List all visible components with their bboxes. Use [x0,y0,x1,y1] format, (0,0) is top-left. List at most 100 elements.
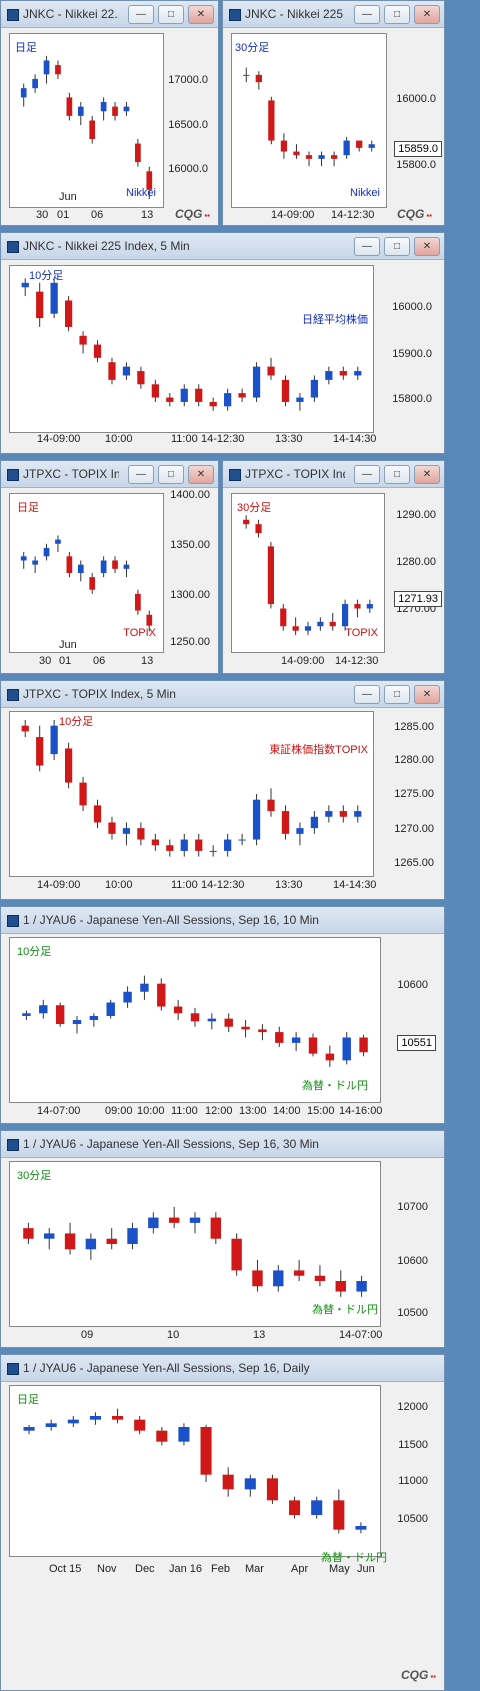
app-icon [229,469,241,481]
window-yen-30min[interactable]: 1 / JYAU6 - Japanese Yen-All Sessions, S… [0,1130,445,1348]
titlebar[interactable]: JNKC - Nikkei 22... — □ ✕ [1,1,218,28]
candle-body [156,1430,168,1442]
app-icon [7,915,19,927]
candle-body [255,524,262,534]
window-topix-daily[interactable]: JTPXC - TOPIX In... — □ ✕ 日足 TOPIX 1400.… [0,460,219,674]
window-topix-30min[interactable]: JTPXC - TOPIX Ind... — □ ✕ 30分足 TOPIX 12… [222,460,445,674]
window-title: JNKC - Nikkei 225 Index, 5 Min [23,239,190,253]
candle-body [151,839,159,846]
candle-body [134,1419,146,1431]
chart-plot[interactable] [9,1385,381,1557]
candle-body [64,300,73,327]
x-tick-label: 12:00 [205,1105,233,1117]
window-title: JTPXC - TOPIX Index, 5 Min [23,687,176,701]
candle-body [241,1026,250,1030]
x-tick-label: 14-12:30 [201,433,245,445]
x-tick-label: 14-09:00 [37,879,81,891]
candle-body [291,1037,301,1043]
candle-body [23,1228,34,1239]
y-tick-label: 1400.00 [170,489,210,501]
candle-body [356,1281,367,1292]
last-price-box: 1271.93 [394,591,442,607]
chart-plot[interactable] [231,33,387,208]
close-button[interactable]: ✕ [414,465,440,484]
y-tick-label: 10500 [397,1513,428,1525]
candle-body [304,626,312,631]
x-tick-label: 13 [253,1329,266,1341]
candlestick-chart [243,67,375,167]
titlebar[interactable]: 1 / JYAU6 - Japanese Yen-All Sessions, S… [1,1355,444,1382]
candle-body [79,335,87,345]
titlebar[interactable]: JTPXC - TOPIX Index, 5 Min — □ ✕ [1,681,444,708]
candle-body [310,816,319,829]
chart-plot[interactable] [9,33,164,208]
close-button[interactable]: ✕ [188,465,214,484]
cqg-logo: CQG [401,1668,436,1682]
candle-body [354,604,361,609]
minimize-button[interactable]: — [354,237,380,256]
candle-body [55,1005,65,1025]
candle-body [137,371,145,385]
candle-body [359,1037,368,1053]
chart-plot[interactable] [9,937,381,1103]
app-icon [7,241,19,253]
candle-body [252,799,261,840]
candle-body [317,621,324,627]
symbol-label: 為替・ドル円 [321,1552,387,1564]
maximize-button[interactable]: □ [384,237,410,256]
close-button[interactable]: ✕ [414,685,440,704]
candle-body [77,564,84,573]
minimize-button[interactable]: — [354,685,380,704]
window-nikkei-30min[interactable]: JNKC - Nikkei 225 ... — □ ✕ 30分足 Nikkei … [222,0,445,226]
window-topix-5min[interactable]: JTPXC - TOPIX Index, 5 Min — □ ✕ 10分足 東証… [0,680,445,900]
titlebar[interactable]: 1 / JYAU6 - Japanese Yen-All Sessions, S… [1,907,444,934]
maximize-button[interactable]: □ [384,685,410,704]
titlebar[interactable]: JNKC - Nikkei 225 ... — □ ✕ [223,1,444,28]
candle-body [342,1037,351,1061]
candle-body [244,1478,256,1490]
candle-body [23,1427,35,1431]
y-tick-label: 16500.0 [168,119,208,131]
chart-plot[interactable] [9,711,374,877]
window-nikkei-daily[interactable]: JNKC - Nikkei 22... — □ ✕ 日足 Nikkei 1700… [0,0,219,226]
minimize-button[interactable]: — [128,5,154,24]
chart-plot[interactable] [9,1161,381,1327]
close-button[interactable]: ✕ [188,5,214,24]
candle-body [45,1423,57,1427]
x-tick-label: 15:00 [307,1105,335,1117]
window-yen-10min[interactable]: 1 / JYAU6 - Japanese Yen-All Sessions, S… [0,906,445,1124]
minimize-button[interactable]: — [354,5,380,24]
titlebar[interactable]: JNKC - Nikkei 225 Index, 5 Min — □ ✕ [1,233,444,260]
chart-plot[interactable] [9,493,164,653]
app-icon [7,1363,19,1375]
minimize-button[interactable]: — [128,465,154,484]
window-yen-daily[interactable]: 1 / JYAU6 - Japanese Yen-All Sessions, S… [0,1354,445,1691]
candlestick-chart [21,278,362,411]
chart-plot[interactable] [9,265,374,433]
last-price-box: 10551 [397,1035,436,1051]
close-button[interactable]: ✕ [414,5,440,24]
titlebar[interactable]: JTPXC - TOPIX In... — □ ✕ [1,461,218,488]
x-tick-label: Jan 16 [169,1563,203,1575]
maximize-button[interactable]: □ [384,5,410,24]
titlebar[interactable]: JTPXC - TOPIX Ind... — □ ✕ [223,461,444,488]
candle-body [281,811,290,834]
chart-plot[interactable] [231,493,385,653]
maximize-button[interactable]: □ [384,465,410,484]
y-tick-label: 16000.0 [396,93,436,105]
candle-body [224,393,232,407]
maximize-button[interactable]: □ [158,5,184,24]
candle-body [311,1500,323,1515]
x-tick-label: 30 [39,655,52,667]
candle-body [325,1053,335,1061]
maximize-button[interactable]: □ [158,465,184,484]
candle-body [20,556,27,561]
titlebar[interactable]: 1 / JYAU6 - Japanese Yen-All Sessions, S… [1,1131,444,1158]
window-nikkei-5min[interactable]: JNKC - Nikkei 225 Index, 5 Min — □ ✕ 10分… [0,232,445,454]
symbol-label: TOPIX [123,627,156,639]
candlestick-chart [21,720,362,857]
candle-body [224,1018,233,1027]
x-tick-label: 13:00 [239,1105,267,1117]
minimize-button[interactable]: — [354,465,380,484]
close-button[interactable]: ✕ [414,237,440,256]
